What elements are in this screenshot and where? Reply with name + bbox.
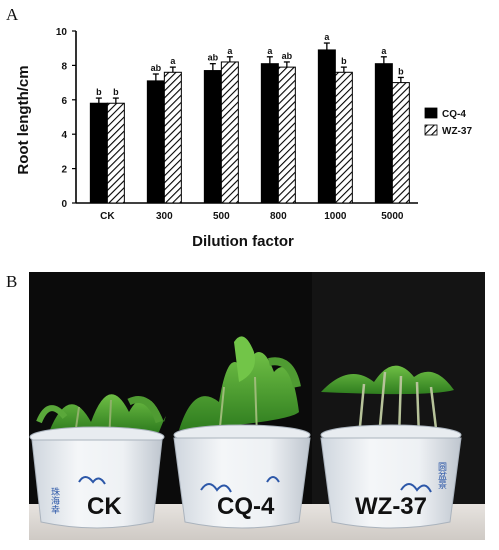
bar-cq-4 <box>317 49 336 204</box>
panel-a-label: A <box>6 5 19 24</box>
bar-wz-37 <box>220 61 239 204</box>
x-tick-label: 5000 <box>381 211 404 222</box>
x-tick-label: 500 <box>213 211 230 222</box>
pot-label-wz37: WZ-37 <box>355 493 427 520</box>
bar-wz-37 <box>277 66 296 204</box>
significance-letter: a <box>267 46 273 56</box>
bar-wz-37 <box>334 71 353 204</box>
x-tick-label: CK <box>100 211 115 222</box>
x-tick-label: 300 <box>156 211 173 222</box>
significance-letter: b <box>341 56 347 66</box>
y-tick-label: 8 <box>61 61 67 72</box>
pot-label-cq4: CQ-4 <box>217 493 275 520</box>
pot-ck: 珠海幸 <box>29 426 165 529</box>
x-axis-label: Dilution factor <box>192 233 294 250</box>
y-axis-label: Root length/cm <box>15 65 32 174</box>
chart-axes: 0 2 4 6 8 10 CK 300 500 800 1000 5000 <box>56 27 418 222</box>
svg-text:圆盆景: 圆盆景 <box>437 462 447 489</box>
chart-legend: CQ-4 WZ-37 <box>424 107 472 137</box>
bar-cq-4 <box>260 63 279 204</box>
significance-letter: ab <box>282 51 293 61</box>
significance-letter: ab <box>208 53 219 63</box>
x-tick-label: 800 <box>270 211 287 222</box>
plant-photo-illustration: 珠海幸 圆盆景 <box>29 272 485 540</box>
significance-letter: a <box>227 46 233 56</box>
plant-photo: 珠海幸 圆盆景 CK CQ-4 WZ-37 <box>29 272 485 540</box>
bar-cq-4 <box>146 80 165 204</box>
bar-wz-37 <box>391 82 410 204</box>
pot-wz37: 圆盆景 <box>320 424 462 529</box>
plants-ck <box>36 394 166 443</box>
bar-cq-4 <box>374 63 393 204</box>
significance-letter: ab <box>151 63 162 73</box>
legend-label: WZ-37 <box>442 126 472 137</box>
significance-letter: a <box>324 32 330 42</box>
pot-label-ck: CK <box>87 493 122 520</box>
pot-cq4 <box>173 424 311 529</box>
significance-letter: b <box>398 66 404 76</box>
legend-swatch-wz-37 <box>424 124 438 136</box>
legend-label: CQ-4 <box>442 109 466 120</box>
legend-swatch-cq-4 <box>424 107 438 119</box>
y-tick-label: 6 <box>61 96 67 107</box>
y-tick-label: 10 <box>56 27 68 38</box>
x-tick-label: 1000 <box>324 211 347 222</box>
significance-letter: a <box>381 46 387 56</box>
bar-wz-37 <box>163 71 182 204</box>
significance-letter: b <box>96 87 102 97</box>
y-tick-label: 0 <box>61 199 67 210</box>
bar-wz-37 <box>106 102 125 204</box>
panel-b-label: B <box>6 272 18 291</box>
significance-letter: b <box>113 87 119 97</box>
svg-text:珠海幸: 珠海幸 <box>50 486 60 515</box>
bar-cq-4 <box>203 70 222 204</box>
bar-cq-4 <box>89 102 108 204</box>
significance-letter: a <box>170 56 176 66</box>
plants-cq4 <box>179 336 301 438</box>
y-tick-label: 2 <box>61 165 67 176</box>
y-tick-label: 4 <box>61 130 67 141</box>
